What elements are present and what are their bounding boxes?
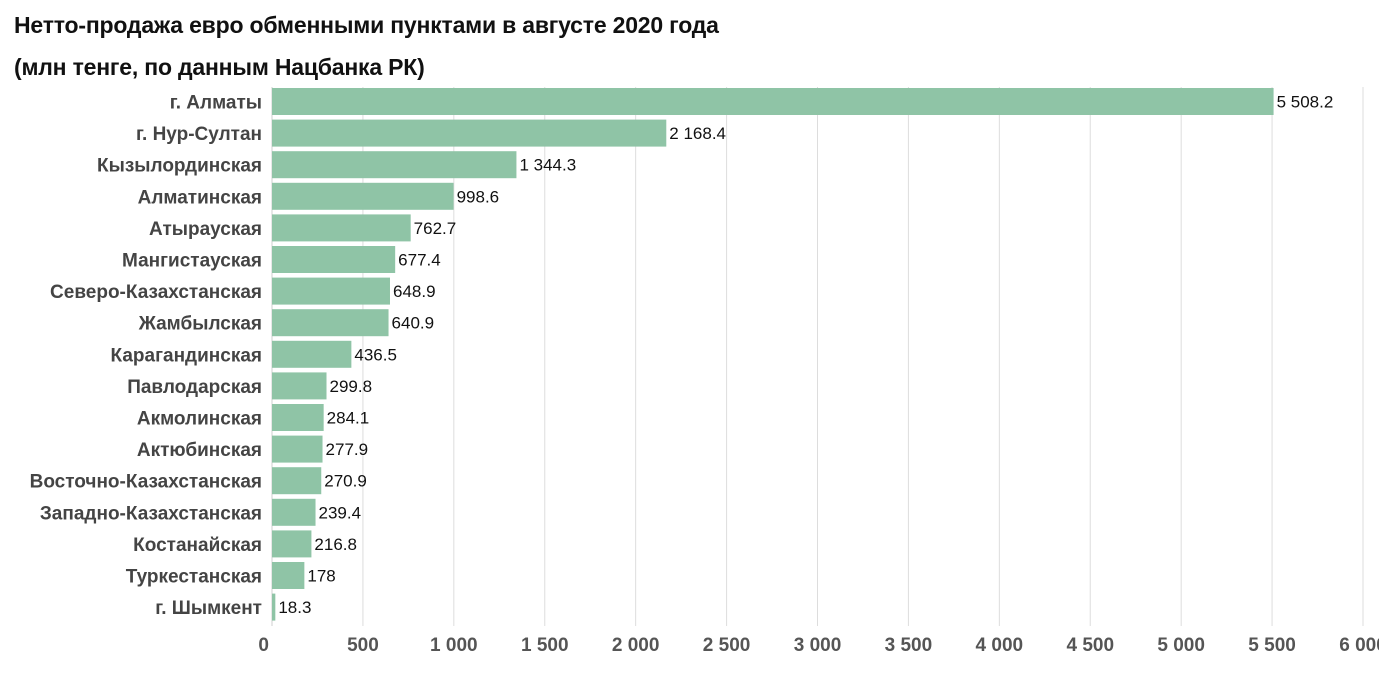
bar-4 (272, 214, 411, 242)
x-tick-label-2: 1 000 (430, 635, 478, 656)
category-label-11: Актюбинская (137, 440, 262, 461)
x-tick-label-3: 1 500 (521, 635, 569, 656)
category-label-8: Карагандинская (111, 345, 262, 366)
bar-3 (272, 182, 454, 210)
bar-8 (272, 340, 352, 368)
category-label-16: г. Шымкент (155, 598, 262, 619)
chart-title: Нетто-продажа евро обменными пунктами в … (14, 12, 719, 38)
bar-1 (272, 119, 667, 147)
bar-14 (272, 530, 312, 558)
bar-0 (272, 88, 1274, 115)
bar-6 (272, 277, 390, 305)
value-label-12: 270.9 (324, 472, 367, 491)
x-tick-label-1: 500 (347, 635, 379, 656)
bar-12 (272, 467, 322, 495)
x-tick-label-5: 2 500 (703, 635, 751, 656)
bar-5 (272, 246, 396, 273)
value-label-2: 1 344.3 (519, 156, 576, 175)
category-label-12: Восточно-Казахстанская (30, 472, 262, 493)
x-tick-label-4: 2 000 (612, 635, 660, 656)
category-label-2: Кызылординская (97, 156, 262, 177)
category-label-1: г. Нур-Султан (136, 124, 262, 145)
bar-7 (272, 309, 389, 337)
bar-13 (272, 498, 316, 526)
value-label-8: 436.5 (354, 345, 397, 364)
category-label-13: Западно-Казахстанская (40, 503, 262, 524)
category-label-14: Костанайская (133, 535, 262, 556)
value-label-16: 18.3 (278, 598, 311, 617)
x-tick-label-10: 5 000 (1157, 635, 1205, 656)
x-tick-label-12: 6 000 (1339, 635, 1379, 656)
value-label-10: 284.1 (327, 409, 370, 428)
bar-10 (272, 404, 324, 431)
value-label-15: 178 (307, 567, 335, 586)
value-label-7: 640.9 (392, 314, 435, 333)
category-label-3: Алматинская (138, 187, 262, 208)
value-label-13: 239.4 (319, 503, 362, 522)
x-tick-label-7: 3 500 (885, 635, 933, 656)
x-tick-label-9: 4 500 (1066, 635, 1114, 656)
category-label-7: Жамбылская (138, 314, 262, 335)
category-label-9: Павлодарская (127, 377, 262, 398)
x-tick-label-11: 5 500 (1248, 635, 1296, 656)
value-label-4: 762.7 (414, 219, 457, 238)
x-tick-label-0: 0 (258, 635, 269, 656)
value-label-9: 299.8 (330, 377, 373, 396)
category-label-5: Мангистауская (122, 251, 262, 272)
value-label-14: 216.8 (314, 535, 357, 554)
x-tick-label-6: 3 000 (794, 635, 842, 656)
value-label-6: 648.9 (393, 282, 436, 301)
value-label-0: 5 508.2 (1277, 93, 1334, 112)
category-label-6: Северо-Казахстанская (50, 282, 262, 303)
bar-9 (272, 372, 327, 400)
value-label-5: 677.4 (398, 251, 441, 270)
chart-subtitle: (млн тенге, по данным Нацбанка РК) (14, 54, 425, 80)
value-label-1: 2 168.4 (669, 124, 726, 143)
category-label-15: Туркестанская (126, 567, 262, 588)
value-label-11: 277.9 (326, 440, 369, 459)
bar-2 (272, 151, 517, 179)
bar-11 (272, 435, 323, 463)
bar-16 (272, 593, 276, 621)
bar-15 (272, 562, 305, 589)
value-label-3: 998.6 (457, 187, 500, 206)
x-tick-label-8: 4 000 (976, 635, 1024, 656)
category-label-0: г. Алматы (170, 93, 262, 114)
category-label-10: Акмолинская (137, 409, 262, 430)
category-label-4: Атырауская (149, 219, 262, 240)
